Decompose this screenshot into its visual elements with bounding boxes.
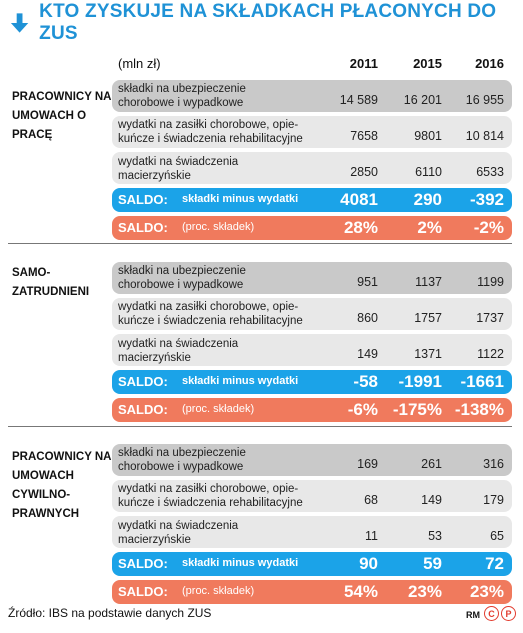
saldo-value: 72: [485, 554, 504, 573]
value-cell: 179: [483, 493, 504, 507]
saldo-value: 90: [359, 554, 378, 573]
saldo-sublabel: (proc. składek): [182, 585, 255, 597]
saldo-value: 28%: [343, 218, 378, 237]
saldo-label: SALDO:: [118, 584, 168, 599]
table-row: wydatki na zasiłki chorobowe, opie-kuńcz…: [112, 116, 512, 148]
value-cell: 169: [357, 457, 378, 471]
saldo-percent-row: SALDO: (proc. składek) 28% 2% -2%: [112, 216, 512, 240]
value-cell: 149: [357, 347, 378, 361]
saldo-value: 54%: [343, 582, 378, 601]
saldo-value: -6%: [347, 400, 378, 419]
group-label: PRACOWNICY NA UMOWACH O PRACĘ: [12, 91, 112, 141]
row-label: składki na ubezpieczenie chorobowe i wyp…: [118, 83, 246, 109]
saldo-label: SALDO:: [118, 192, 168, 207]
value-cell: 1737: [476, 311, 504, 325]
value-cell: 7658: [350, 129, 378, 143]
value-cell: 53: [428, 529, 442, 543]
value-cell: 65: [490, 529, 504, 543]
value-cell: 16 955: [465, 93, 504, 107]
year-header-2011: 2011: [349, 56, 378, 71]
value-cell: 10 814: [465, 129, 504, 143]
saldo-value: 4081: [340, 190, 378, 209]
value-cell: 860: [357, 311, 378, 325]
saldo-value: -1991: [398, 372, 442, 391]
value-cell: 261: [421, 457, 442, 471]
saldo-value: -175%: [392, 400, 442, 419]
section-divider: [8, 243, 512, 244]
saldo-value: -2%: [473, 218, 504, 237]
saldo-label: SALDO:: [118, 220, 168, 235]
saldo-value: 23%: [407, 582, 442, 601]
value-cell: 1371: [414, 347, 442, 361]
row-label: wydatki na świadczenia macierzyńskie: [118, 156, 239, 182]
group-label: PRACOWNICY NA UMOWACH CYWILNO-PRAWNYCH: [12, 451, 112, 520]
value-cell: 11: [365, 529, 378, 543]
saldo-value: 59: [423, 554, 442, 573]
value-cell: 1757: [414, 311, 442, 325]
section-divider: [8, 426, 512, 427]
row-label: wydatki na świadczenia macierzyńskie: [118, 520, 239, 546]
unit-label: (mln zł): [118, 56, 161, 71]
value-cell: 6533: [476, 165, 504, 179]
saldo-value: 23%: [469, 582, 504, 601]
value-cell: 149: [421, 493, 442, 507]
value-cell: 14 589: [339, 93, 378, 107]
table-row: składki na ubezpieczenie chorobowe i wyp…: [112, 444, 512, 476]
row-label: składki na ubezpieczenie chorobowe i wyp…: [118, 265, 246, 291]
page-title: KTO ZYSKUJE NA SKŁADKACH PŁACONYCH DO ZU…: [39, 1, 497, 44]
saldo-value: 2%: [417, 218, 442, 237]
value-cell: 68: [364, 493, 378, 507]
arrow-down-icon: [10, 13, 29, 33]
saldo-percent-row: SALDO: (proc. składek) 54% 23% 23%: [112, 580, 512, 604]
table-row: wydatki na świadczenia macierzyńskie 2850…: [112, 152, 512, 184]
saldo-label: SALDO:: [118, 402, 168, 417]
saldo-row: SALDO: składki minus wydatki 4081 290 -392: [112, 188, 512, 212]
value-cell: 6110: [415, 165, 442, 179]
saldo-sublabel: składki minus wydatki: [182, 557, 299, 569]
table-row: wydatki na świadczenia macierzyńskie 149 1…: [112, 334, 512, 366]
saldo-label: SALDO:: [118, 374, 168, 389]
table-row: składki na ubezpieczenie chorobowe i wyp…: [112, 262, 512, 294]
value-cell: 1199: [477, 275, 504, 289]
value-cell: 1122: [477, 347, 504, 361]
saldo-row: SALDO: składki minus wydatki -58 -1991 -1661: [112, 370, 512, 394]
year-header-2016: 2016: [475, 56, 504, 71]
row-label: składki na ubezpieczenie chorobowe i wyp…: [118, 447, 246, 473]
table-row: wydatki na zasiłki chorobowe, opie-kuńcz…: [112, 480, 512, 512]
saldo-sublabel: składki minus wydatki: [182, 193, 299, 205]
table-row: wydatki na zasiłki chorobowe, opie-kuńcz…: [112, 298, 512, 330]
value-cell: 9801: [414, 129, 442, 143]
group-label: SAMO-ZATRUDNIENI: [12, 267, 90, 298]
value-cell: 1137: [415, 275, 442, 289]
saldo-value: -392: [469, 190, 504, 209]
saldo-sublabel: składki minus wydatki: [182, 375, 299, 387]
value-cell: 951: [357, 275, 378, 289]
row-label: wydatki na zasiłki chorobowe, opie-kuńcz…: [118, 119, 303, 145]
credit-initials: RM: [466, 610, 480, 620]
row-label: wydatki na świadczenia macierzyńskie: [118, 338, 239, 364]
source-note: Źródło: IBS na podstawie danych ZUS: [8, 606, 212, 620]
saldo-value: -58: [353, 372, 378, 391]
row-label: wydatki na zasiłki chorobowe, opie-kuńcz…: [118, 301, 303, 327]
saldo-sublabel: (proc. składek): [182, 221, 255, 233]
copyright-c-mark: C: [484, 606, 499, 621]
saldo-percent-row: SALDO: (proc. składek) -6% -175% -138%: [112, 398, 512, 422]
value-cell: 2850: [350, 165, 378, 179]
table-row: wydatki na świadczenia macierzyńskie 11 53…: [112, 516, 512, 548]
saldo-sublabel: (proc. składek): [182, 403, 255, 415]
saldo-label: SALDO:: [118, 556, 168, 571]
saldo-value: -138%: [454, 400, 504, 419]
copyright-p-mark: P: [501, 606, 516, 621]
value-cell: 16 201: [403, 93, 442, 107]
saldo-row: SALDO: składki minus wydatki 90 59 72: [112, 552, 512, 576]
title-bar: KTO ZYSKUJE NA SKŁADKACH PŁACONYCH DO ZU…: [8, 1, 523, 44]
value-cell: 316: [483, 457, 504, 471]
saldo-value: -1661: [460, 372, 504, 391]
saldo-value: 290: [413, 190, 442, 209]
table-row: składki na ubezpieczenie chorobowe i wyp…: [112, 80, 512, 112]
row-label: wydatki na zasiłki chorobowe, opie-kuńcz…: [118, 483, 303, 509]
year-header-2015: 2015: [413, 56, 442, 71]
